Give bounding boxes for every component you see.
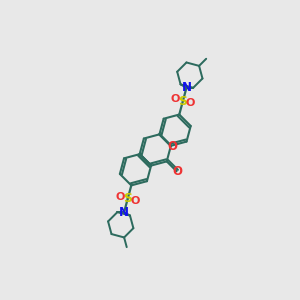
Text: O: O <box>171 94 180 104</box>
Text: O: O <box>186 98 195 108</box>
Text: N: N <box>119 206 129 219</box>
Text: S: S <box>178 94 188 108</box>
Text: O: O <box>167 140 177 153</box>
Text: N: N <box>182 81 191 94</box>
Text: S: S <box>123 192 132 205</box>
Text: O: O <box>130 196 140 206</box>
Text: O: O <box>172 166 182 178</box>
Text: O: O <box>116 192 125 202</box>
